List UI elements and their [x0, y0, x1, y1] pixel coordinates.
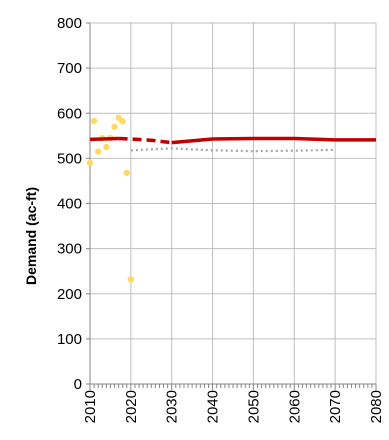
- x-tick-label: 2010: [82, 390, 99, 423]
- data-point: [127, 276, 135, 283]
- y-tick-label: 500: [57, 150, 82, 167]
- series-line-solid: [89, 136, 119, 142]
- y-axis-title: Demand (ac-ft): [23, 187, 39, 285]
- y-tick-label: 200: [57, 286, 82, 303]
- x-tick-label: 2030: [164, 390, 181, 423]
- data-point: [119, 118, 126, 125]
- gridlines: [90, 22, 377, 384]
- x-tick-label: 2080: [368, 390, 385, 423]
- y-tick-label: 400: [57, 196, 82, 213]
- x-tick-label: 2070: [327, 390, 344, 423]
- data-point: [111, 123, 118, 130]
- series-layer: [86, 114, 376, 283]
- y-tick-label: 700: [57, 60, 82, 77]
- tick-labels: 0 100 200 300 400 500 600 700 800 2010 2020 2030 204…: [57, 15, 385, 423]
- data-point: [86, 159, 94, 167]
- axes: [86, 22, 377, 390]
- data-point: [103, 143, 110, 151]
- y-tick-label: 0: [74, 376, 82, 393]
- x-tick-label: 2020: [123, 390, 140, 423]
- y-tick-label: 600: [57, 105, 82, 122]
- y-tick-label: 800: [57, 15, 82, 32]
- series-line-dotted: [130, 147, 336, 153]
- x-tick-label: 2040: [205, 390, 222, 423]
- data-point: [94, 148, 102, 155]
- y-tick-label: 100: [57, 331, 82, 348]
- x-tick-label: 2050: [245, 390, 262, 423]
- y-tick-label: 300: [57, 241, 82, 258]
- x-tick-label: 2060: [286, 390, 303, 423]
- series-line-solid: [171, 136, 376, 145]
- data-point: [123, 169, 130, 177]
- series-line-dashed: [118, 136, 172, 145]
- data-point: [90, 117, 98, 125]
